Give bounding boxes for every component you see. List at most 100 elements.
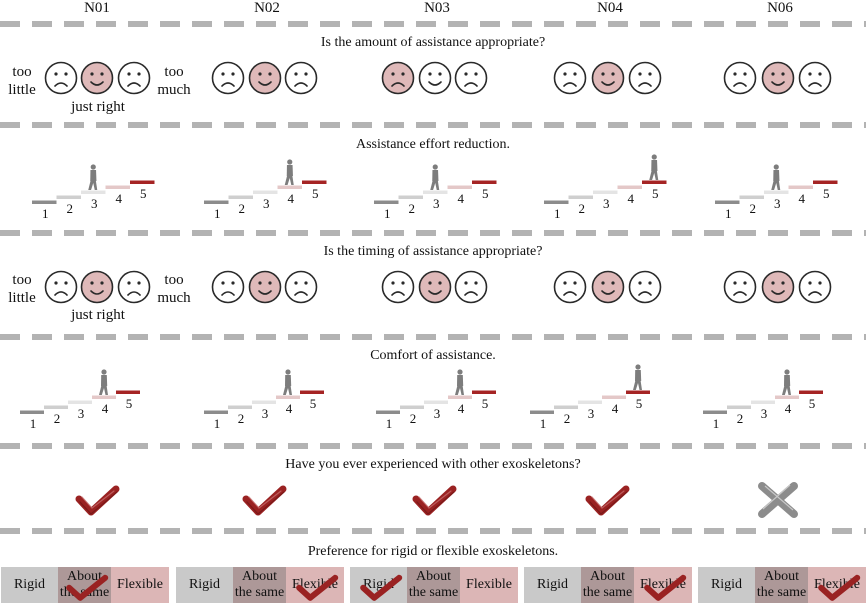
person-head	[457, 369, 463, 375]
check-stroke	[296, 574, 339, 601]
comfort-step-p1-5	[116, 390, 140, 394]
person-legs	[88, 180, 98, 190]
face-outline	[418, 61, 452, 95]
effort-step-label-p5-4: 4	[799, 191, 806, 206]
option-same-label: About the same	[408, 569, 459, 600]
face-eye-right	[401, 72, 405, 76]
timing-face-p2-opt1	[211, 270, 245, 304]
label-too-little: too little	[4, 271, 40, 307]
comfort-step-label-p1-4: 4	[102, 401, 109, 416]
person-body	[457, 375, 464, 386]
comfort-step-p3-3	[424, 400, 448, 404]
comfort-step-label-p2-1: 1	[214, 416, 221, 431]
face-eye-left	[601, 281, 605, 285]
effort-step-label-p3-4: 4	[458, 191, 465, 206]
face-eye-right	[304, 281, 308, 285]
face-eye-right	[474, 72, 478, 76]
effort-step-p1-4	[105, 185, 130, 189]
face-mouth	[54, 82, 68, 87]
person-head	[287, 159, 293, 165]
effort-step-label-p3-5: 5	[482, 186, 489, 201]
face-eye-right	[648, 72, 652, 76]
question-timing: Is the timing of assistance appropriate?	[323, 244, 543, 259]
question-preference: Preference for rigid or flexible exoskel…	[307, 544, 559, 559]
comfort-step-p5-5	[799, 390, 823, 394]
face-eye-left	[771, 72, 775, 76]
timing-face-p3-opt1	[381, 270, 415, 304]
effort-step-label-p4-3: 3	[603, 196, 610, 211]
effort-step-label-p2-4: 4	[288, 191, 295, 206]
participant-header-n04: N04	[597, 0, 623, 16]
face-eye-left	[391, 72, 395, 76]
option-about-the-same: About the same	[58, 567, 111, 603]
face-mouth	[258, 81, 272, 86]
face-mouth	[771, 290, 785, 295]
amount-face-p1-opt2	[80, 61, 114, 95]
person-head	[285, 369, 291, 375]
comfort-step-p2-3	[252, 400, 276, 404]
option-about-the-same: About the same	[755, 567, 808, 603]
person-head	[101, 369, 107, 375]
effort-step-label-p5-2: 2	[750, 201, 757, 216]
option-same-label: About the same	[234, 569, 285, 600]
preference-check-icon	[296, 574, 339, 601]
amount-face-p2-opt2	[248, 61, 282, 95]
person-legs	[455, 385, 464, 395]
comfort-step-p2-1	[204, 410, 228, 414]
face-mouth	[391, 291, 405, 296]
person-legs	[649, 170, 659, 180]
face-outline	[553, 270, 587, 304]
face-outline	[418, 270, 452, 304]
face-mouth	[808, 291, 822, 296]
face-eye-right	[137, 72, 141, 76]
option-rigid-label: Rigid	[13, 577, 46, 592]
check-texture	[81, 490, 115, 509]
face-eye-right	[231, 72, 235, 76]
comfort-step-p4-1	[530, 410, 554, 414]
face-eye-right	[611, 72, 615, 76]
face-outline	[381, 270, 415, 304]
effort-step-p1-1	[32, 200, 57, 204]
effort-step-p4-1	[544, 200, 569, 204]
face-mouth	[127, 291, 141, 296]
option-same-label: About the same	[756, 569, 807, 600]
face-mouth	[638, 82, 652, 87]
check-stroke	[65, 574, 108, 601]
face-eye-left	[563, 72, 567, 76]
face-eye-left	[54, 72, 58, 76]
comfort-person-p4	[633, 364, 642, 390]
question-amount: Is the amount of assistance appropriate?	[320, 35, 546, 50]
face-eye-left	[258, 72, 262, 76]
comfort-step-p2-2	[228, 405, 252, 409]
effort-step-label-p1-5: 5	[140, 186, 147, 201]
person-legs	[430, 180, 440, 190]
face-eye-left	[90, 281, 94, 285]
option-same-label: About the same	[582, 569, 633, 600]
effort-step-p3-1	[374, 200, 399, 204]
label-too-much: too much	[152, 63, 196, 99]
face-eye-left	[258, 281, 262, 285]
face-outline	[211, 61, 245, 95]
option-rigid: Rigid	[350, 567, 407, 603]
face-eye-right	[573, 72, 577, 76]
check-texture	[418, 490, 452, 509]
face-eye-left	[733, 281, 737, 285]
face-eye-right	[818, 281, 822, 285]
effort-step-label-p5-1: 1	[725, 206, 732, 221]
face-eye-left	[221, 281, 225, 285]
face-eye-right	[743, 72, 747, 76]
comfort-step-p3-5	[472, 390, 496, 394]
effort-step-p5-3	[764, 190, 789, 194]
face-eye-left	[221, 72, 225, 76]
separator-2	[0, 122, 866, 128]
comfort-step-p1-4	[92, 395, 116, 399]
face-mouth	[221, 82, 235, 87]
face-eye-right	[268, 281, 272, 285]
face-eye-right	[648, 281, 652, 285]
person-legs	[283, 385, 292, 395]
preference-box-p5: Rigid About the same Flexible	[698, 567, 866, 603]
option-rigid: Rigid	[176, 567, 233, 603]
label-too: too	[12, 272, 32, 288]
timing-face-p4-opt2	[591, 270, 625, 304]
